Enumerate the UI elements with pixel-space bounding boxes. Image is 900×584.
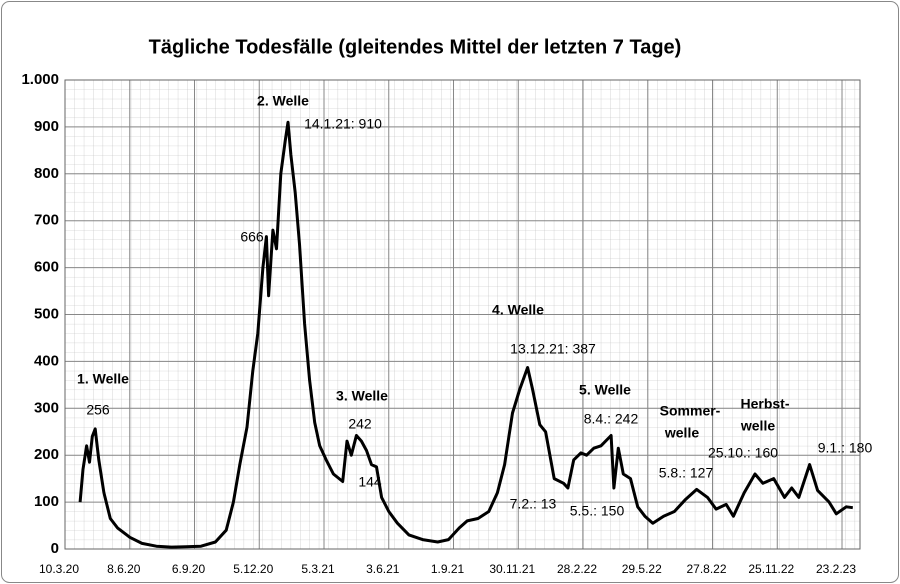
x-tick-label: 3.6.21: [366, 562, 400, 576]
annotation: 7.2.: 13: [510, 496, 557, 512]
y-tick-label: 800: [34, 165, 59, 182]
annotation: 25.10.: 160: [708, 445, 778, 461]
annotation: 1. Welle: [77, 371, 129, 387]
y-tick-label: 0: [51, 540, 59, 557]
annotation: 2. Welle: [257, 93, 309, 109]
x-tick-label: 25.11.22: [748, 562, 794, 576]
annotation: 5. Welle: [579, 382, 631, 398]
annotation: 13.12.21: 387: [510, 341, 596, 357]
annotation: Sommer-: [660, 403, 721, 419]
x-tick-label: 8.6.20: [107, 562, 141, 576]
annotation: 5.8.: 127: [659, 465, 714, 481]
data-line: [78, 120, 854, 549]
x-tick-label: 10.3.20: [39, 562, 79, 576]
x-tick-label: 23.2.23: [816, 562, 856, 576]
annotation: 666: [240, 229, 264, 245]
y-tick-label: 100: [34, 493, 59, 510]
x-tick-label: 6.9.20: [172, 562, 206, 576]
x-tick-label: 1.9.21: [431, 562, 465, 576]
annotation: welle: [664, 425, 699, 441]
x-tick-label: 28.2.22: [557, 562, 597, 576]
annotation: 9.1.: 180: [818, 440, 873, 456]
annotation: Herbst-: [740, 396, 789, 412]
y-tick-label: 1.000: [21, 71, 59, 88]
annotation: 14.1.21: 910: [304, 116, 382, 132]
y-tick-label: 400: [34, 352, 59, 369]
annotation: welle: [740, 418, 775, 434]
y-tick-label: 600: [34, 259, 59, 276]
y-tick-label: 200: [34, 446, 59, 463]
x-tick-label: 30.11.21: [489, 562, 535, 576]
x-tick-label: 5.3.21: [301, 562, 335, 576]
plot-border: [64, 79, 861, 550]
y-tick-label: 500: [34, 305, 59, 322]
annotation: 144: [358, 474, 382, 490]
chart-title: Tägliche Todesfälle (gleitendes Mittel d…: [149, 36, 682, 58]
x-tick-label: 27.8.22: [686, 562, 726, 576]
x-tick-label: 5.12.20: [233, 562, 273, 576]
annotation: 4. Welle: [492, 302, 544, 318]
x-tick-label: 29.5.22: [622, 562, 662, 576]
annotation: 242: [348, 416, 372, 432]
annotation: 3. Welle: [336, 388, 388, 404]
annotation: 256: [86, 402, 110, 418]
annotation: 8.4.: 242: [584, 411, 639, 427]
y-tick-label: 700: [34, 212, 59, 229]
annotation: 5.5.: 150: [570, 503, 625, 519]
y-tick-label: 300: [34, 399, 59, 416]
y-tick-label: 900: [34, 118, 59, 135]
